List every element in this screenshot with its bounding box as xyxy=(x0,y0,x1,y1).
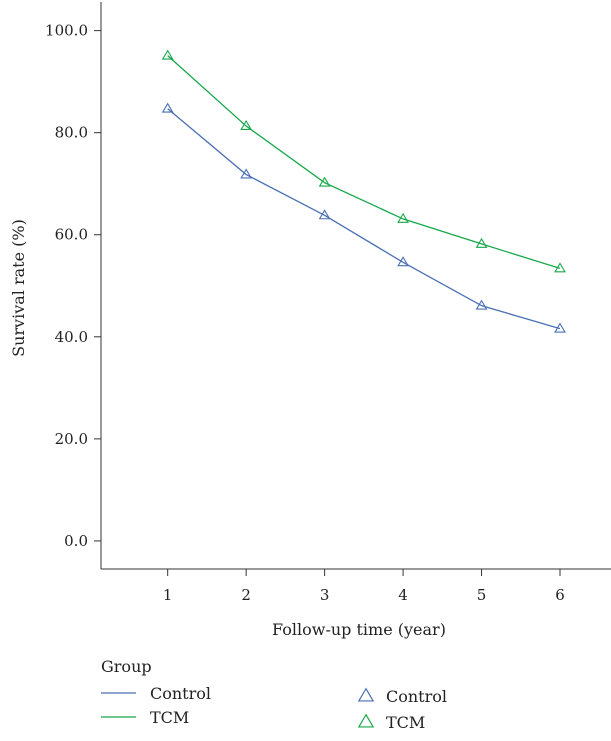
x-tick-label: 3 xyxy=(320,586,330,604)
y-tick-label: 40.0 xyxy=(55,328,88,346)
x-tick-label: 5 xyxy=(477,586,487,604)
y-axis-label: Survival rate (%) xyxy=(9,219,28,357)
data-point-control xyxy=(161,102,174,113)
y-tick-label: 100.0 xyxy=(45,22,88,40)
data-point-tcm xyxy=(397,212,409,223)
x-tick-label: 4 xyxy=(398,586,408,604)
y-tick-label: 60.0 xyxy=(55,226,88,244)
y-tick-label: 80.0 xyxy=(55,124,88,142)
legend-marker-label: TCM xyxy=(386,713,425,732)
data-point-control xyxy=(397,256,409,267)
data-point-tcm xyxy=(240,119,253,130)
data-point-tcm xyxy=(318,176,331,187)
data-point-control xyxy=(240,168,253,179)
x-tick-label: 6 xyxy=(555,586,565,604)
legend-marker-swatch xyxy=(357,713,375,728)
legend-marker-label: Control xyxy=(386,687,447,706)
y-tick-label: 20.0 xyxy=(55,430,88,448)
data-point-control xyxy=(554,322,566,333)
legend-title: Group xyxy=(101,657,152,676)
plot-area: 0.0 20.0 40.0 60.0 80.0 100.0 1 2 3 4 5 6 xyxy=(45,2,611,604)
series-line-tcm xyxy=(167,55,561,270)
legend: Group Control TCM Control TCM xyxy=(101,657,447,732)
legend-marker-swatch xyxy=(357,687,375,702)
series-line-control xyxy=(167,108,561,330)
legend-line-label: TCM xyxy=(150,708,189,727)
data-point-control xyxy=(475,299,488,310)
data-point-tcm xyxy=(475,237,488,248)
data-point-control xyxy=(318,209,331,220)
x-tick-label: 2 xyxy=(241,586,251,604)
x-tick-label: 1 xyxy=(163,586,173,604)
y-tick-label: 0.0 xyxy=(64,532,88,550)
legend-line-label: Control xyxy=(150,684,211,703)
data-point-tcm xyxy=(554,262,566,273)
data-point-tcm xyxy=(161,49,174,60)
x-axis-label: Follow-up time (year) xyxy=(272,620,446,639)
